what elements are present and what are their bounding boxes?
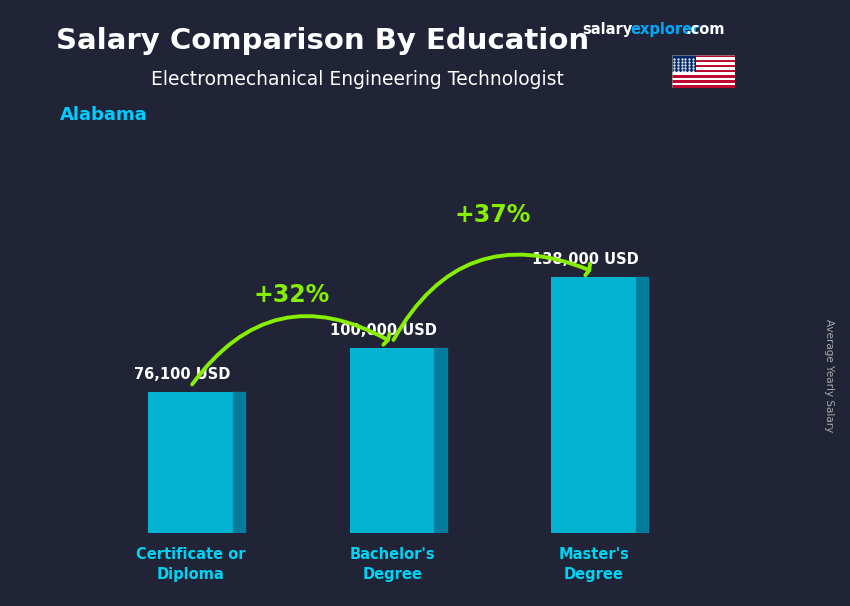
Polygon shape xyxy=(636,278,648,533)
Polygon shape xyxy=(233,392,245,533)
Text: 138,000 USD: 138,000 USD xyxy=(532,252,638,267)
Text: salary: salary xyxy=(582,22,632,38)
Bar xyxy=(672,55,735,57)
Text: 76,100 USD: 76,100 USD xyxy=(133,367,230,382)
Bar xyxy=(672,67,735,70)
Text: Electromechanical Engineering Technologist: Electromechanical Engineering Technologi… xyxy=(150,70,564,88)
Text: 100,000 USD: 100,000 USD xyxy=(330,323,437,338)
Bar xyxy=(672,78,735,80)
Text: Salary Comparison By Education: Salary Comparison By Education xyxy=(56,27,590,55)
Bar xyxy=(672,70,735,73)
Text: +32%: +32% xyxy=(253,283,330,307)
Text: +37%: +37% xyxy=(455,203,531,227)
Text: explorer: explorer xyxy=(631,22,700,38)
Bar xyxy=(672,55,695,73)
Text: .com: .com xyxy=(686,22,725,38)
Bar xyxy=(672,80,735,83)
Bar xyxy=(672,75,735,78)
FancyBboxPatch shape xyxy=(349,348,434,533)
FancyBboxPatch shape xyxy=(148,392,233,533)
Bar xyxy=(672,65,735,67)
Text: Alabama: Alabama xyxy=(60,106,147,124)
Bar xyxy=(672,62,735,65)
Bar xyxy=(672,85,735,88)
Bar xyxy=(672,83,735,85)
Polygon shape xyxy=(434,348,446,533)
Bar xyxy=(672,57,735,59)
Bar xyxy=(672,59,735,62)
Text: Average Yearly Salary: Average Yearly Salary xyxy=(824,319,834,432)
Bar xyxy=(672,73,735,75)
FancyBboxPatch shape xyxy=(552,278,636,533)
